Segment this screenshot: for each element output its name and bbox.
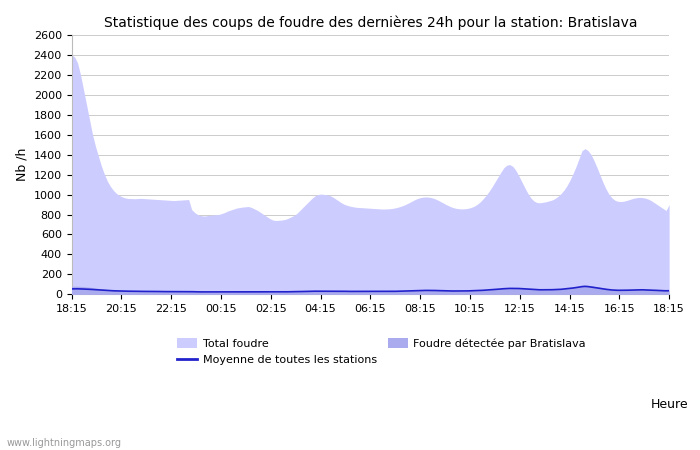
Text: Heure: Heure: [651, 398, 689, 411]
Text: www.lightningmaps.org: www.lightningmaps.org: [7, 438, 122, 448]
Legend: Total foudre, Moyenne de toutes les stations, Foudre détectée par Bratislava: Total foudre, Moyenne de toutes les stat…: [173, 334, 591, 370]
Y-axis label: Nb /h: Nb /h: [15, 148, 28, 181]
Title: Statistique des coups de foudre des dernières 24h pour la station: Bratislava: Statistique des coups de foudre des dern…: [104, 15, 637, 30]
